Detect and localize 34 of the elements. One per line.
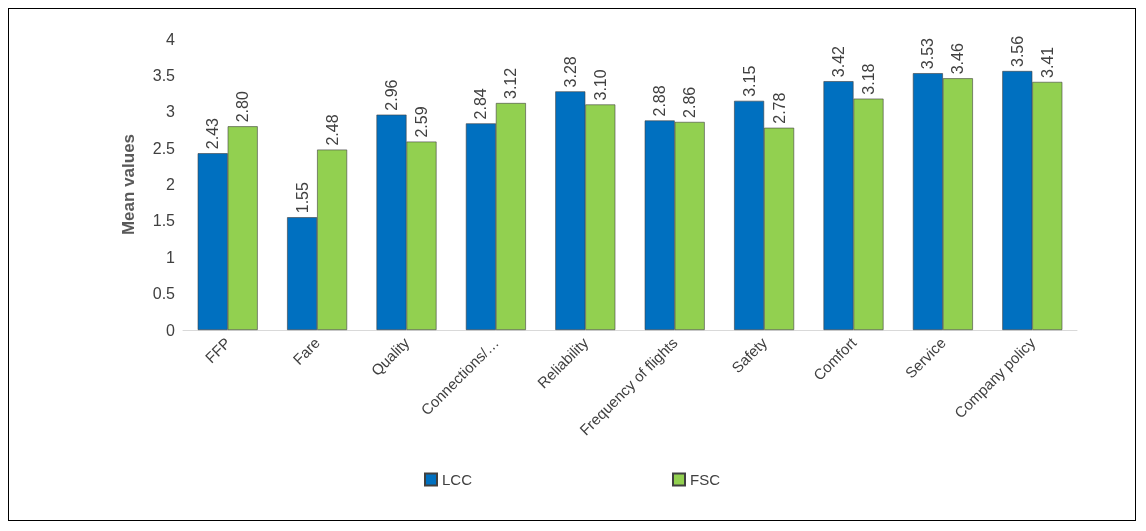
data-label: 3.42 xyxy=(830,45,847,78)
data-label: 3.12 xyxy=(502,67,520,100)
data-label: 1.55 xyxy=(293,182,311,214)
y-tick-label: 2.5 xyxy=(152,139,176,157)
y-tick-label: 3.5 xyxy=(152,66,176,84)
y-tick-label: 1 xyxy=(166,248,176,266)
data-label: 2.84 xyxy=(472,88,490,120)
y-tick-label: 0 xyxy=(166,321,176,339)
data-label: 3.15 xyxy=(740,65,758,97)
y-tick-label: 4 xyxy=(166,30,176,48)
data-label: 2.96 xyxy=(383,79,400,111)
legend-label: FSC xyxy=(690,471,721,488)
data-label: 3.28 xyxy=(561,56,579,88)
y-tick-label: 3 xyxy=(166,103,176,121)
data-label: 3.53 xyxy=(919,37,937,70)
data-label: 3.10 xyxy=(591,69,609,101)
legend-label: LCC xyxy=(442,471,473,488)
data-label: 3.41 xyxy=(1038,46,1056,78)
data-label: 2.43 xyxy=(204,117,222,150)
data-label: 2.88 xyxy=(651,85,669,117)
data-label: 3.18 xyxy=(860,63,877,95)
x-tick-label: FFP xyxy=(201,333,234,367)
data-label: 2.80 xyxy=(234,91,252,123)
data-label: 2.48 xyxy=(323,114,341,146)
y-tick-label: 0.5 xyxy=(152,285,176,303)
y-tick-label: 1.5 xyxy=(152,212,176,230)
y-axis-title: Mean values xyxy=(119,133,138,236)
data-label: 2.59 xyxy=(413,106,430,138)
data-label: 2.78 xyxy=(770,92,788,124)
data-label: 3.46 xyxy=(949,43,967,75)
y-tick-label: 2 xyxy=(166,176,176,193)
x-tick-label: Fare xyxy=(289,333,324,368)
data-label: 2.86 xyxy=(681,86,699,118)
data-label: 3.56 xyxy=(1008,35,1026,68)
